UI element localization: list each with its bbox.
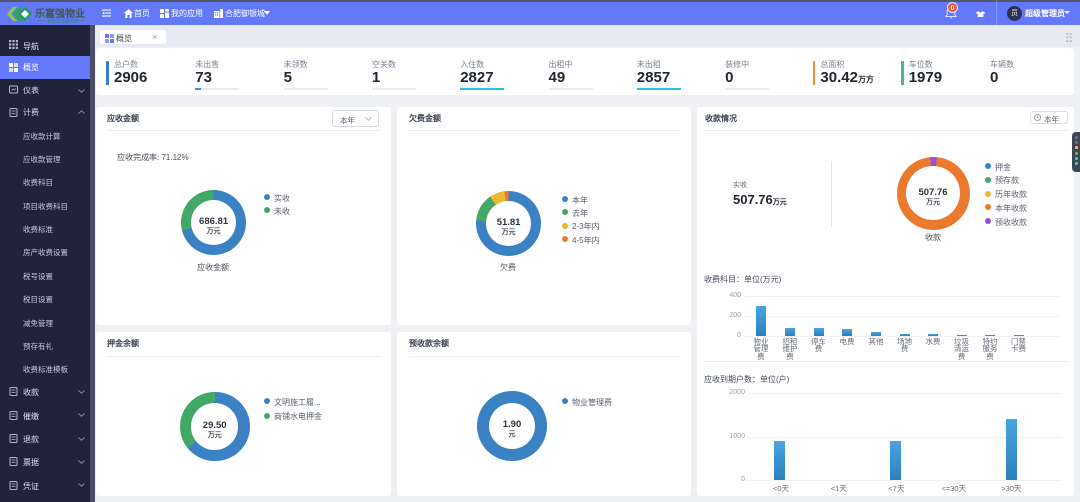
svg-text:美好生活服务商: 美好生活服务商: [47, 18, 79, 24]
svg-text:乐富强物业: 乐富强物业: [35, 7, 85, 20]
